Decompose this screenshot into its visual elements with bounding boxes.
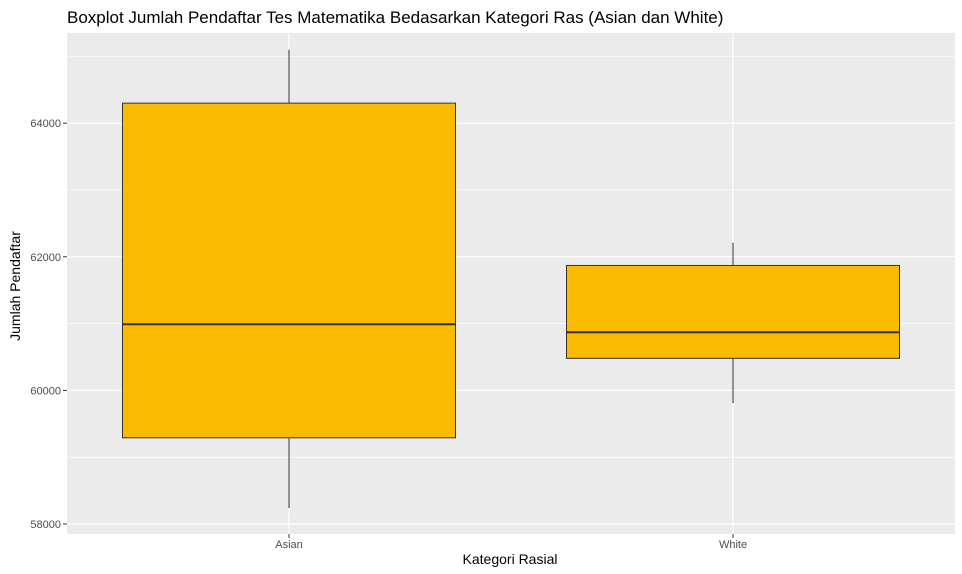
box-iqr (122, 102, 456, 439)
y-tick-label: 60000 (30, 385, 61, 397)
box-iqr (566, 264, 900, 359)
box-white (566, 242, 900, 404)
x-axis-title: Kategori Rasial (463, 551, 558, 567)
boxes-layer (122, 49, 900, 508)
chart-title: Boxplot Jumlah Pendaftar Tes Matematika … (67, 8, 723, 27)
y-tick-label: 64000 (30, 118, 61, 130)
box-asian (122, 49, 456, 508)
y-axis: 58000 60000 62000 64000 (30, 118, 67, 531)
y-tick-label: 62000 (30, 252, 61, 264)
x-tick-label: Asian (275, 539, 303, 551)
x-axis: Asian White (275, 534, 747, 551)
x-tick-label: White (719, 539, 747, 551)
y-axis-title: Jumlah Pendaftar (7, 231, 23, 341)
y-tick-label: 58000 (30, 519, 61, 531)
